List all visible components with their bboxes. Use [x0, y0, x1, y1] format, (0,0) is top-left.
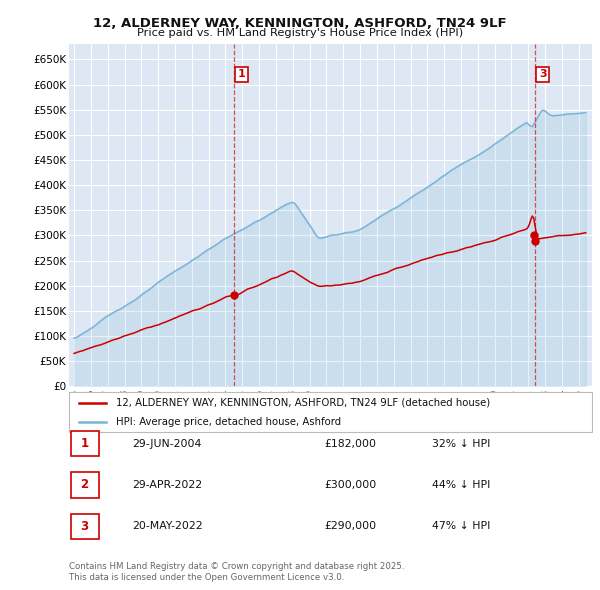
Text: £300,000: £300,000	[324, 480, 376, 490]
Text: Price paid vs. HM Land Registry's House Price Index (HPI): Price paid vs. HM Land Registry's House …	[137, 28, 463, 38]
Text: 44% ↓ HPI: 44% ↓ HPI	[432, 480, 490, 490]
FancyBboxPatch shape	[71, 472, 98, 498]
Text: 3: 3	[539, 70, 547, 80]
Text: 1: 1	[80, 437, 89, 450]
Text: £290,000: £290,000	[324, 522, 376, 531]
Text: £182,000: £182,000	[324, 439, 376, 448]
Text: HPI: Average price, detached house, Ashford: HPI: Average price, detached house, Ashf…	[116, 417, 341, 427]
Text: 12, ALDERNEY WAY, KENNINGTON, ASHFORD, TN24 9LF: 12, ALDERNEY WAY, KENNINGTON, ASHFORD, T…	[93, 17, 507, 30]
Text: 29-APR-2022: 29-APR-2022	[132, 480, 202, 490]
Text: 1: 1	[238, 70, 245, 80]
Text: 3: 3	[80, 520, 89, 533]
Text: 32% ↓ HPI: 32% ↓ HPI	[432, 439, 490, 448]
Text: 2: 2	[80, 478, 89, 491]
FancyBboxPatch shape	[71, 431, 98, 457]
Text: 47% ↓ HPI: 47% ↓ HPI	[432, 522, 490, 531]
Text: 29-JUN-2004: 29-JUN-2004	[132, 439, 202, 448]
Text: 20-MAY-2022: 20-MAY-2022	[132, 522, 203, 531]
FancyBboxPatch shape	[71, 513, 98, 539]
Text: Contains HM Land Registry data © Crown copyright and database right 2025.
This d: Contains HM Land Registry data © Crown c…	[69, 562, 404, 582]
Text: 12, ALDERNEY WAY, KENNINGTON, ASHFORD, TN24 9LF (detached house): 12, ALDERNEY WAY, KENNINGTON, ASHFORD, T…	[116, 398, 490, 408]
FancyBboxPatch shape	[69, 392, 592, 432]
